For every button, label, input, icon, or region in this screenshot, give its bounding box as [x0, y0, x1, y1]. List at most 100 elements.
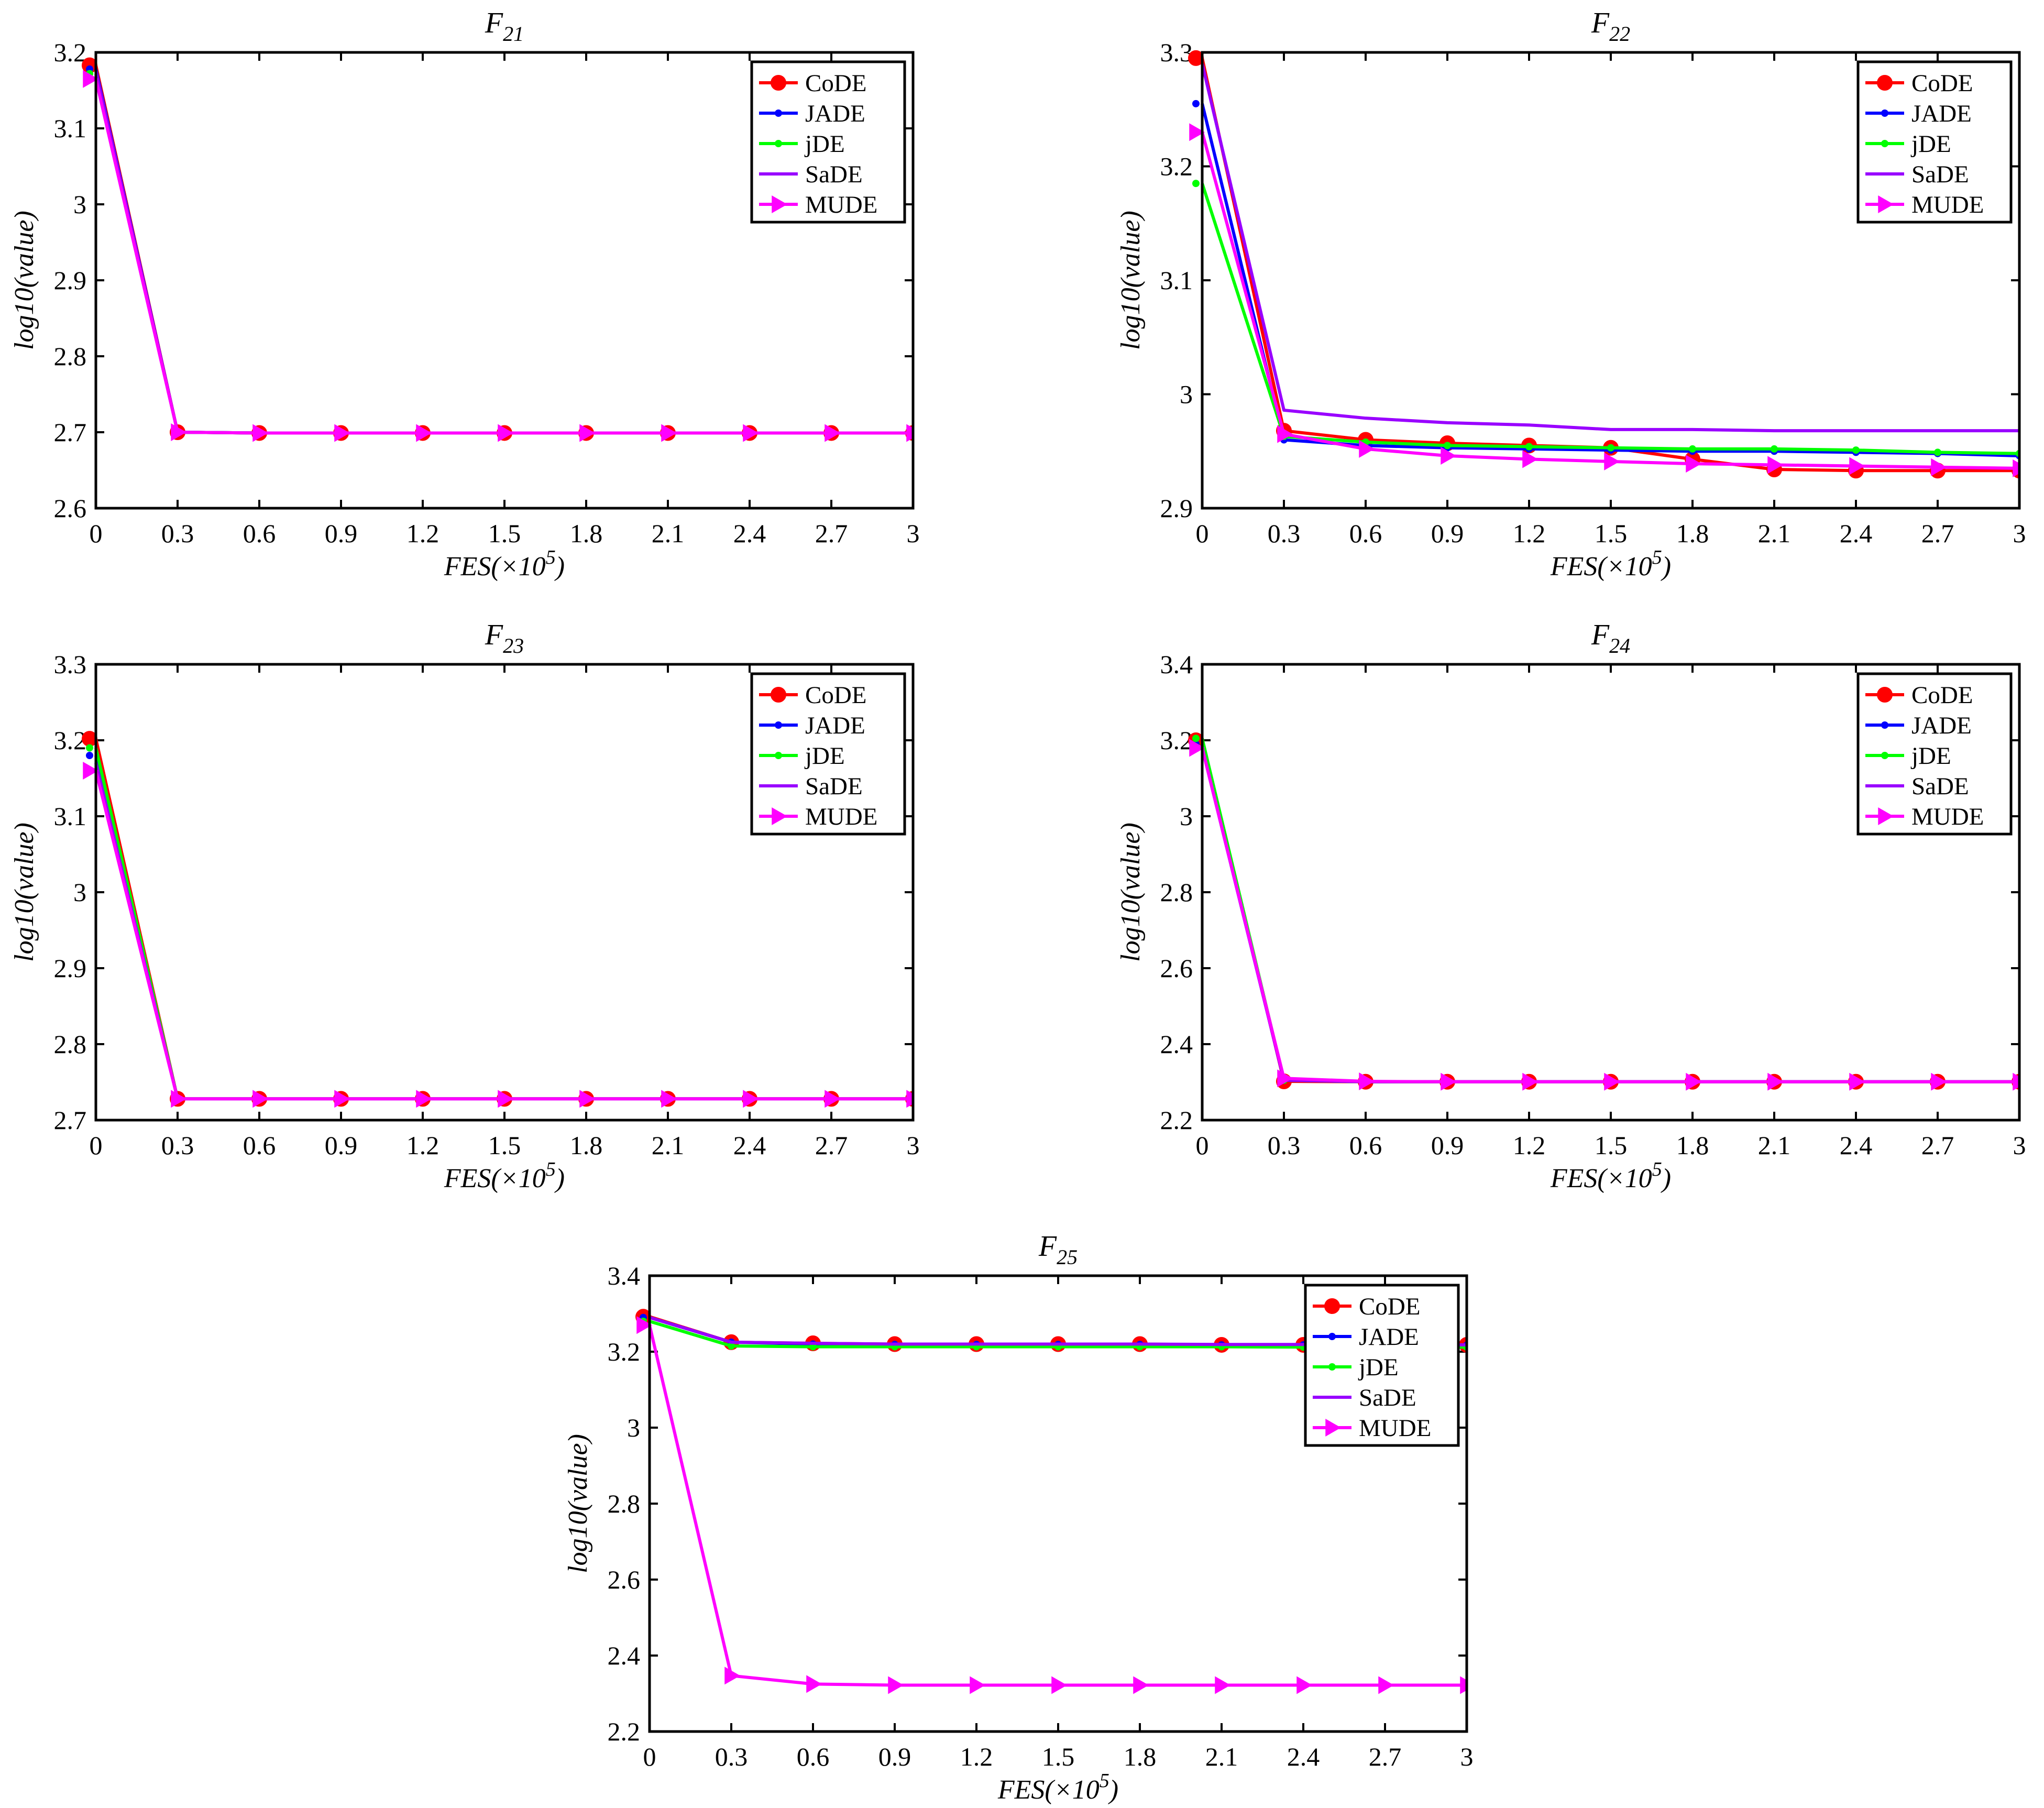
chart-panel-5: 0 0.3 0.6 0.9 1.2 1.5 1.8 2.1 2.4 2.7 3 2.2 2.4 2.6 2.… [563, 1230, 1474, 1805]
legend-marker [1878, 195, 1894, 213]
data-point-mude [1849, 457, 1865, 475]
legend-label: SaDE [805, 161, 863, 188]
legend-label: CoDE [805, 70, 867, 97]
x-tick-label: 0.6 [1349, 1131, 1382, 1160]
data-point-mude [1604, 1072, 1620, 1091]
data-point-mude [1277, 1069, 1293, 1088]
y-tick-label: 3.1 [54, 114, 87, 143]
y-tick-label: 3.3 [54, 650, 87, 679]
legend-marker [775, 109, 782, 117]
data-point-mude [661, 1090, 677, 1108]
legend-label: JADE [1359, 1323, 1419, 1351]
data-point-mude [1359, 440, 1375, 458]
x-tick-label: 1.2 [406, 1131, 439, 1160]
y-tick-label: 2.8 [1160, 878, 1193, 907]
chart-title: F25 [1038, 1230, 1078, 1269]
legend-item-mude: MUDE [1865, 191, 1984, 218]
x-tick-label: 0.3 [1268, 1131, 1301, 1160]
legend-item-code: CoDE [1865, 682, 1973, 709]
data-point-jde [728, 1342, 735, 1350]
x-tick-label: 2.1 [1758, 1131, 1791, 1160]
y-tick-label: 2.7 [54, 1105, 87, 1135]
data-point-mude [1189, 123, 1205, 141]
legend: CoDE JADE jDE SaDE MUDE [750, 672, 906, 836]
x-tick-label: 2.7 [1369, 1742, 1402, 1771]
legend-marker [1877, 75, 1893, 91]
legend: CoDE JADE jDE SaDE MUDE [1304, 1284, 1460, 1447]
data-point-mude [83, 762, 98, 780]
axes-box [1201, 51, 2021, 510]
data-point-mude [416, 1090, 432, 1108]
y-tick-label: 3.2 [1160, 726, 1193, 755]
x-tick-label: 2.4 [733, 519, 766, 548]
series-sade [1201, 63, 2019, 433]
legend-item-jde: jDE [759, 742, 845, 770]
y-axis-label: log10(value) [1116, 823, 1146, 962]
x-tick-label: 2.1 [1205, 1742, 1238, 1771]
x-tick-label: 0.6 [243, 519, 276, 548]
x-tick-label: 1.2 [1513, 1131, 1546, 1160]
y-tick-label: 2.6 [1160, 954, 1193, 983]
x-tick-label: 0.9 [325, 519, 358, 548]
data-point-mude [1604, 452, 1620, 470]
y-tick-label: 3 [73, 190, 86, 219]
data-point-mude [1215, 1676, 1230, 1694]
data-point-mude [579, 1090, 595, 1108]
series-group [82, 731, 913, 1108]
x-tick-label: 0.9 [878, 1742, 911, 1771]
chart-panel-2: 0 0.3 0.6 0.9 1.2 1.5 1.8 2.1 2.4 2.7 3 2.9 3 3.1 3.2 3… [1116, 7, 2026, 582]
data-point-jde [1607, 444, 1614, 452]
data-point-jde [1525, 443, 1533, 451]
y-tick-label: 3.2 [1160, 152, 1193, 181]
data-point-mude [1051, 1676, 1067, 1694]
legend-item-sade: SaDE [759, 161, 863, 188]
x-tick-label: 2.4 [1287, 1742, 1320, 1771]
data-point-jde [1192, 735, 1200, 742]
legend-label: CoDE [1911, 682, 1973, 709]
y-tick-label: 2.2 [1160, 1105, 1193, 1135]
legend-item-jade: JADE [1865, 100, 1972, 127]
y-tick-label: 2.8 [608, 1489, 641, 1518]
x-tick-label: 1.8 [570, 1131, 603, 1160]
x-tick-label: 2.7 [1921, 1131, 1954, 1160]
data-point-jde [1934, 448, 1941, 456]
legend-item-sade: SaDE [1865, 773, 1969, 800]
data-point-jde [1444, 442, 1451, 450]
x-axis-label: FES(×105) [1550, 546, 1671, 582]
data-point-mude [1378, 1676, 1394, 1694]
data-point-mude [1686, 1072, 1701, 1091]
legend-item-jade: JADE [759, 712, 865, 739]
series-group [1188, 50, 2019, 479]
legend-marker [1878, 807, 1894, 825]
legend-label: CoDE [1359, 1293, 1421, 1320]
chart-title: F23 [485, 619, 524, 658]
legend-item-mude: MUDE [759, 191, 877, 218]
legend-marker [772, 807, 787, 825]
legend-label: jDE [804, 130, 845, 158]
data-point-mude [252, 424, 268, 442]
data-point-mude [498, 424, 513, 442]
legend-marker [1877, 687, 1893, 703]
axes-box [648, 1274, 1468, 1733]
y-tick-label: 3 [1180, 380, 1193, 409]
legend-label: jDE [1910, 742, 1951, 770]
data-point-mude [171, 1090, 186, 1108]
legend-item-jade: JADE [1313, 1323, 1419, 1351]
x-tick-label: 0.3 [1268, 519, 1301, 548]
y-tick-label: 2.8 [54, 342, 87, 371]
series-line-sade [1201, 63, 2019, 433]
chart-title: F21 [485, 7, 524, 46]
series-mude [83, 762, 913, 1108]
y-tick-label: 2.8 [54, 1029, 87, 1059]
data-point-mude [416, 424, 432, 442]
series-group [635, 1309, 1467, 1694]
x-tick-label: 0 [643, 1742, 656, 1771]
y-tick-label: 3 [1180, 802, 1193, 831]
x-tick-label: 1.2 [1513, 519, 1546, 548]
x-axis-label: FES(×105) [444, 1158, 565, 1193]
x-axis-label: FES(×105) [997, 1770, 1118, 1805]
legend-item-jade: JADE [759, 100, 865, 127]
legend-label: MUDE [1359, 1415, 1431, 1442]
data-point-mude [906, 424, 913, 442]
legend-label: JADE [1911, 712, 1972, 739]
